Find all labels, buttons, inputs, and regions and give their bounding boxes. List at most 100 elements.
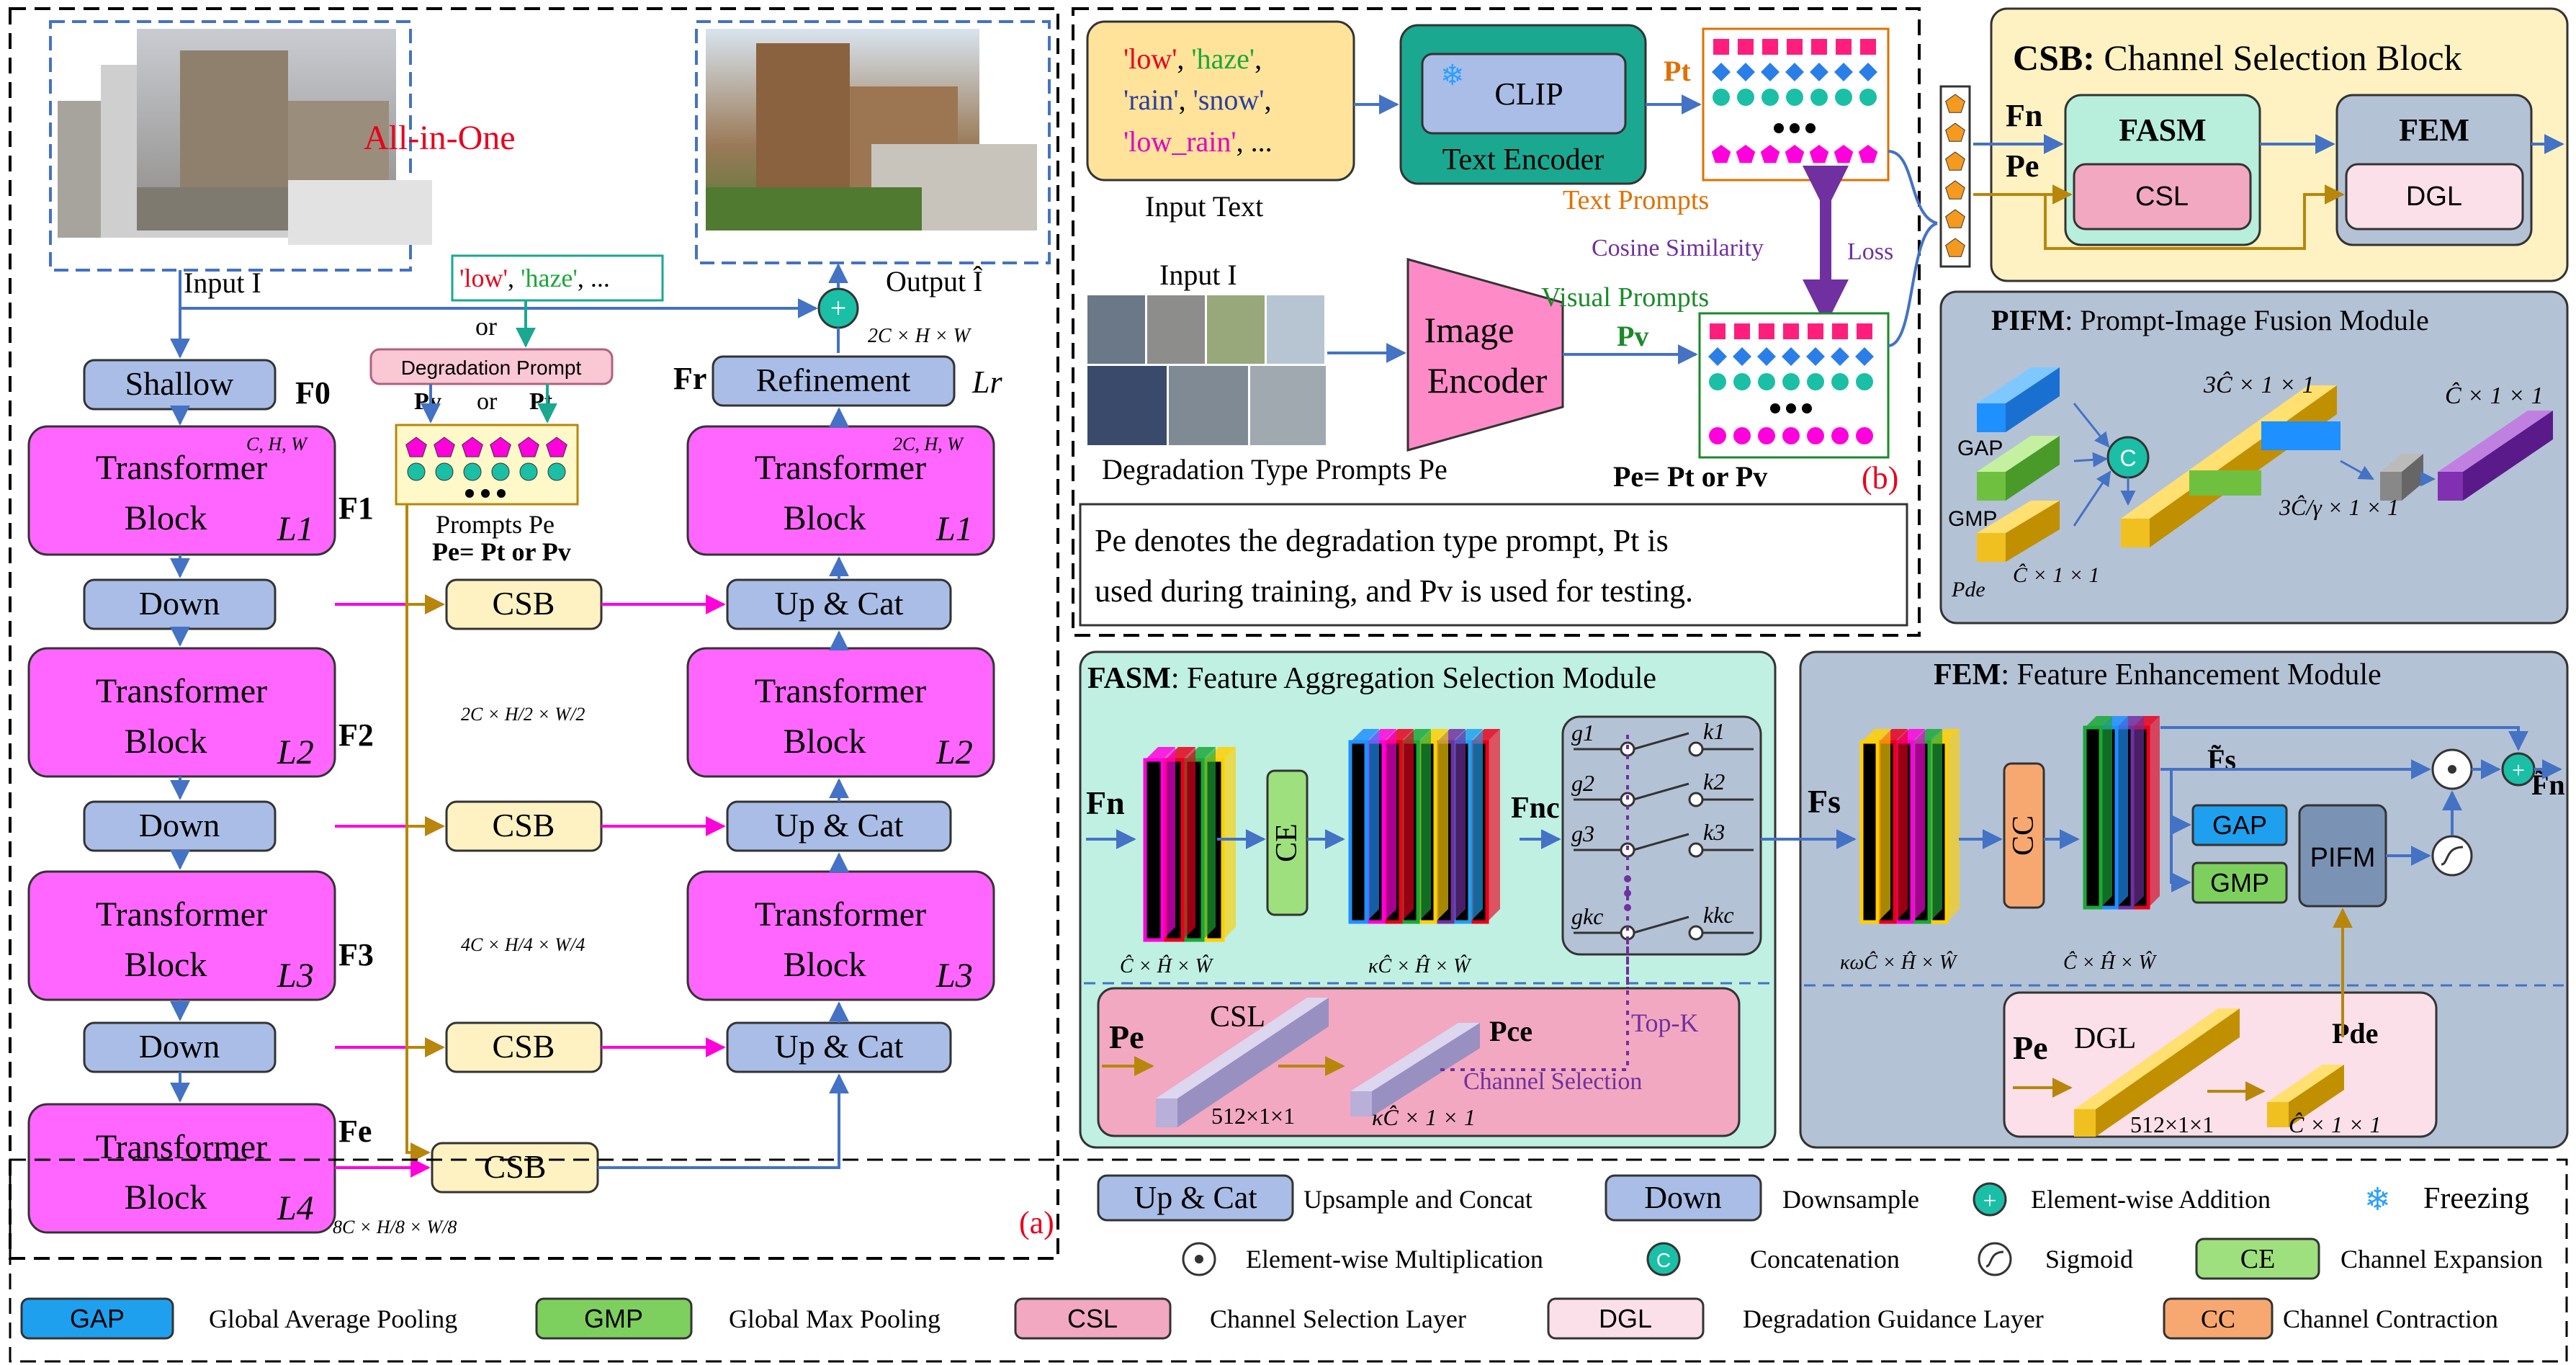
visual-prompt-diamond [1782, 347, 1800, 366]
enc-block-3-line2: Block [125, 946, 207, 984]
fem-fn-tilde: F̃n [2531, 769, 2565, 801]
text-prompt-diamond [1761, 63, 1780, 81]
fem-slice-a-side [1947, 729, 1960, 922]
fasm-dim1: Ĉ × Ĥ × Ŵ [1120, 955, 1214, 977]
dec-block-3-l: L3 [935, 957, 973, 995]
cosine-label: Cosine Similarity [1592, 235, 1764, 261]
fasm-slice-a-side [1162, 747, 1175, 940]
fem-slice-b-side [2101, 716, 2112, 908]
fem-cc-label: CC [2007, 815, 2040, 856]
text-prompts-label: Text Prompts [1563, 185, 1709, 215]
fasm-slice-a-side [1182, 747, 1195, 940]
shallow-label: Shallow [125, 365, 235, 402]
fem-dgl-label: DGL [2074, 1022, 2136, 1055]
panel-a-arrows [170, 263, 849, 1178]
switch-ellipsis [1624, 890, 1631, 897]
switch-lever [1633, 833, 1689, 851]
csb-dgl-label: DGL [2406, 182, 2462, 212]
csb-title: CSB: Channel Selection Block [2013, 37, 2462, 78]
fem-sigmoid-circle [2431, 835, 2473, 877]
deg-type-label: Degradation Type Prompts Pe [1102, 453, 1448, 485]
fem-pe: Pe [2013, 1029, 2048, 1066]
enc-block-3-dim: 4C × H/4 × W/4 [461, 934, 585, 955]
prompt-vector-hex [1945, 238, 1965, 257]
switch-g-label: g3 [1571, 820, 1594, 846]
ellipsis-dot [1802, 403, 1812, 413]
enc-block-2-l: L2 [277, 733, 314, 771]
switch-k-label: kkc [1703, 902, 1734, 928]
text-prompt-hexagon [1711, 145, 1731, 164]
legend-sigmoid-curve [1985, 1250, 2004, 1268]
text-prompt-circle [1713, 89, 1730, 106]
fasm-pce-dim: κĈ × 1 × 1 [1372, 1104, 1476, 1130]
input-image [49, 20, 432, 272]
or-label: or [475, 312, 497, 341]
csb-fem-label: FEM [2399, 112, 2469, 148]
visual-prompt-diamond [1733, 347, 1751, 366]
visual-prompt-square [1857, 323, 1872, 339]
pifm-arrows [2073, 403, 2436, 527]
legend-down: Down [1644, 1180, 1722, 1215]
visual-prompt-square [1759, 323, 1774, 339]
prompt-pentagon [546, 437, 567, 457]
switch-g-label: g2 [1571, 770, 1594, 796]
freeze-icon: ❄ [1440, 59, 1465, 91]
fasm-slice-a-face [1143, 758, 1164, 942]
pifm-concat-label: C [2119, 445, 2136, 471]
visual-prompt-diamond [1757, 347, 1776, 366]
pv-label-b: Pv [1617, 320, 1648, 352]
legend-sigmoid-desc: Sigmoid [2045, 1245, 2133, 1274]
degradation-prompt-label: Degradation Prompt [401, 357, 582, 379]
legend-csl: CSL [1067, 1304, 1118, 1333]
upcat-box-1: Up & Cat [726, 578, 952, 630]
down-label-2: Down [139, 807, 220, 843]
visual-prompt-circle [1831, 373, 1849, 390]
fe-label: Fe [338, 1114, 372, 1149]
csb-box-3: CSB [445, 1021, 603, 1073]
legend-concat-symbol: C [1656, 1249, 1671, 1271]
text-tags-row3: 'low_rain', ... [1123, 125, 1273, 158]
fem-fs: Fs [1808, 783, 1841, 820]
degradation-prompt-box [369, 348, 614, 385]
decoder-block-1: Transformer Block L1 2C, H, W [686, 425, 995, 556]
prompt-dot [463, 462, 482, 481]
fem-dim1: κωĈ × Ĥ × Ŵ [1840, 952, 1958, 974]
pifm-3c-dim: 3Ĉ × 1 × 1 [2203, 371, 2315, 398]
pv-label: Pv [414, 388, 441, 415]
enc-block-4-dim: 8C × H/8 × W/8 [333, 1217, 457, 1238]
fem-gap-box [2191, 804, 2288, 846]
fem-pde-dim: Ĉ × 1 × 1 [2289, 1111, 2382, 1137]
fem-slice-b-face [2083, 725, 2103, 910]
refinement-box [712, 355, 956, 407]
prompt-vector-hex [1945, 122, 1965, 142]
text-prompt-hexagon [1834, 145, 1854, 164]
visual-prompt-circle [1807, 427, 1824, 444]
fasm-slice-b-side [1418, 729, 1431, 922]
legend-gap-box [20, 1297, 174, 1340]
visual-prompts-dots [1708, 323, 1874, 444]
legend-gap: GAP [70, 1304, 125, 1333]
fasm-slice-b-side [1366, 729, 1379, 922]
legend-freeze-icon: ❄ [2364, 1182, 2391, 1217]
add-plus: + [830, 292, 847, 324]
legend-concat-desc: Concatenation [1750, 1245, 1900, 1274]
enc-block-4-line2: Block [125, 1178, 207, 1217]
enc-block-1-line2: Block [125, 499, 207, 537]
csb-box-2: CSB [445, 800, 603, 852]
panel-b-arrows [1327, 94, 1938, 364]
text-prompt-circle [1835, 89, 1852, 106]
prompt-pentagon [490, 437, 511, 457]
fasm-ce-label: CE [1270, 823, 1303, 862]
ellipsis-dot [481, 489, 490, 498]
visual-prompt-circle [1758, 427, 1775, 444]
legend-cc-box [2163, 1297, 2274, 1340]
fasm-slice-b-side [1435, 729, 1448, 922]
fem-feature-slices-1 [1859, 729, 1960, 924]
fasm-feature-slices-1 [1143, 747, 1236, 942]
switch-node-right [1688, 842, 1704, 858]
encoder-block-3: Transformer Block L3 [27, 870, 336, 1001]
visual-prompt-circle [1856, 373, 1873, 390]
enc-block-1-dim: C, H, W [246, 434, 308, 455]
visual-prompt-circle [1733, 373, 1751, 390]
